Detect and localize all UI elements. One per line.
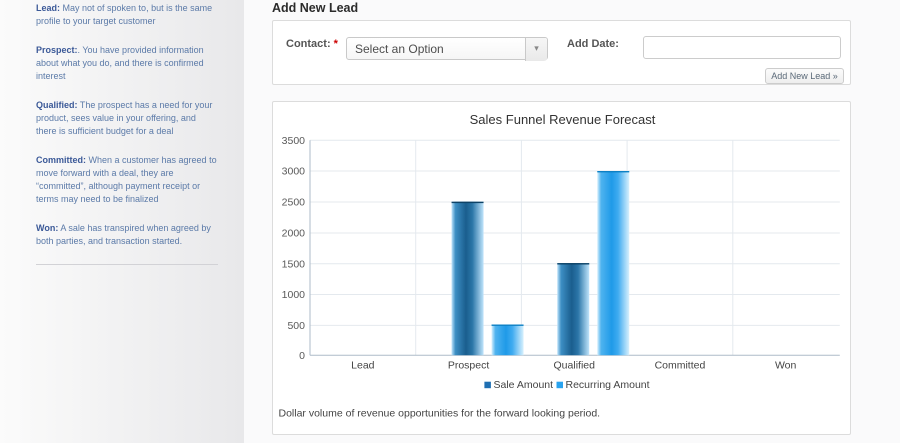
svg-text:Qualified: Qualified	[554, 360, 596, 372]
svg-text:Dollar volume of revenue oppor: Dollar volume of revenue opportunities f…	[279, 408, 601, 420]
svg-text:2000: 2000	[282, 228, 306, 240]
svg-text:2500: 2500	[282, 197, 306, 209]
svg-text:Recurring Amount: Recurring Amount	[566, 379, 650, 391]
svg-text:500: 500	[287, 320, 305, 332]
svg-text:3500: 3500	[282, 135, 306, 147]
svg-text:Lead: Lead	[351, 360, 375, 372]
svg-text:Committed: Committed	[655, 360, 706, 372]
svg-text:1000: 1000	[282, 289, 306, 301]
svg-text:1500: 1500	[282, 259, 306, 271]
svg-text:Sale Amount: Sale Amount	[494, 379, 554, 391]
svg-text:Prospect: Prospect	[448, 360, 490, 372]
svg-text:0: 0	[299, 350, 305, 362]
svg-text:Won: Won	[775, 360, 797, 372]
svg-text:3000: 3000	[282, 166, 306, 178]
